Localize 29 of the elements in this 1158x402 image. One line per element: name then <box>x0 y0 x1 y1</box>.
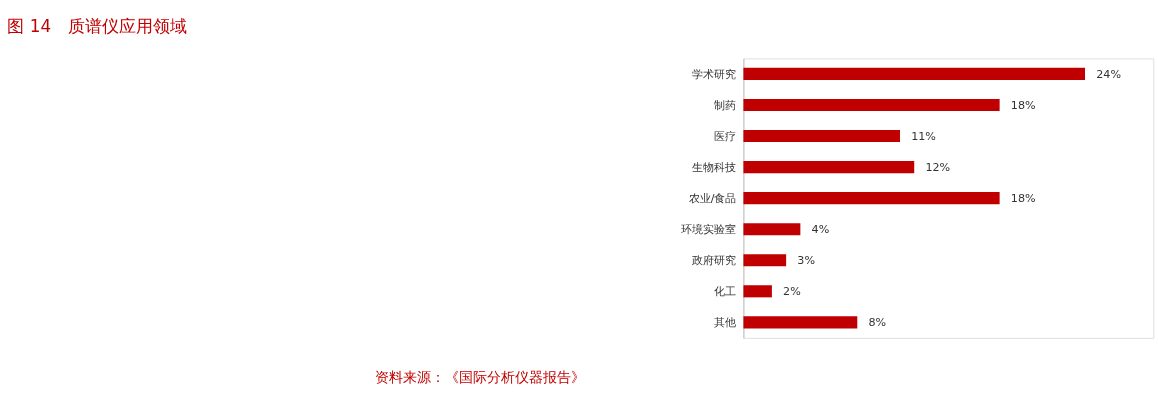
bar <box>743 254 787 267</box>
bar <box>743 192 1000 205</box>
y-tick-label: 生物科技 <box>692 160 737 174</box>
y-tick-label: 医疗 <box>714 129 737 143</box>
data-label: 12% <box>925 160 951 174</box>
y-tick-label: 学术研究 <box>692 67 737 81</box>
data-label: 18% <box>1010 191 1036 205</box>
y-tick-label: 农业/食品 <box>688 191 737 205</box>
y-tick-label: 政府研究 <box>692 253 737 267</box>
data-label: 4% <box>811 222 830 236</box>
bar <box>743 67 1086 80</box>
data-label: 2% <box>783 285 801 299</box>
data-label: 11% <box>911 129 936 143</box>
y-tick-label: 其他 <box>714 316 737 330</box>
bar <box>743 161 915 174</box>
data-label: 18% <box>1010 98 1036 112</box>
bar <box>743 129 900 143</box>
data-label: 8% <box>868 316 887 330</box>
text: 资料来源：《国际分析仪器报告》 <box>375 368 586 385</box>
y-tick-label: 制药 <box>714 98 737 112</box>
data-label: 3% <box>797 253 816 267</box>
bar <box>743 316 858 329</box>
bar <box>743 98 1000 112</box>
y-tick-label: 化工 <box>714 285 737 299</box>
text: 图 14 质谱仪应用领域 <box>7 16 188 37</box>
bar <box>743 285 772 298</box>
data-label: 24% <box>1096 67 1121 81</box>
bar <box>743 223 801 236</box>
y-tick-label: 环境实验室 <box>681 222 737 236</box>
